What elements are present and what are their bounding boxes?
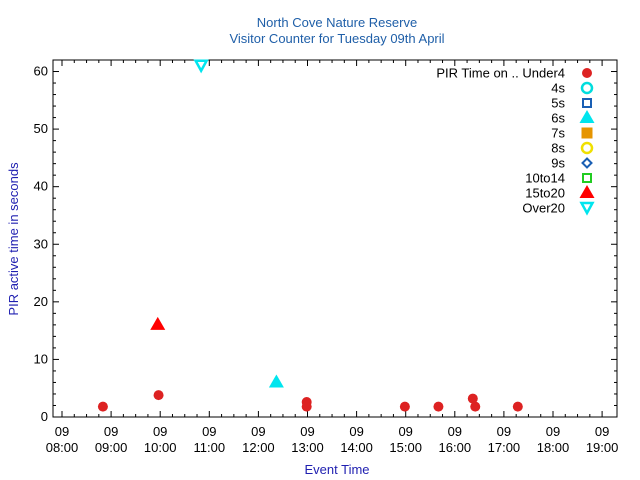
- chart-title: North Cove Nature Reserve: [257, 15, 417, 30]
- y-axis: 0 10 20 30 40 50 60: [34, 59, 617, 424]
- legend-marker-under4: [582, 68, 592, 78]
- legend-marker-8s: [580, 141, 594, 155]
- x-tick-day: 09: [55, 424, 69, 439]
- data-point-15to20: [150, 316, 166, 330]
- y-axis-label: PIR active time in seconds: [6, 162, 21, 316]
- x-tick-day: 09: [300, 424, 314, 439]
- data-points: [97, 59, 523, 412]
- x-tick-time: 12:00: [242, 440, 275, 455]
- legend-marker-10to14: [582, 173, 592, 183]
- legend-marker-15to20: [579, 185, 595, 198]
- y-tick-label: 20: [34, 294, 48, 309]
- legend-label: 7s: [551, 126, 565, 141]
- data-point-under4: [512, 401, 523, 412]
- legend-label: Over20: [522, 201, 565, 216]
- x-tick-time: 11:00: [194, 440, 226, 455]
- x-tick-time: 15:00: [389, 440, 422, 455]
- y-tick-label: 30: [34, 236, 48, 251]
- y-tick-label: 0: [41, 409, 48, 424]
- x-tick-time: 19:00: [586, 440, 619, 455]
- data-point-under4: [301, 401, 312, 412]
- legend-label: 9s: [551, 156, 565, 171]
- data-point-over20: [193, 59, 209, 74]
- x-tick-day: 09: [104, 424, 118, 439]
- x-tick-day: 09: [398, 424, 412, 439]
- plot-frame: [52, 59, 618, 418]
- data-point-under4: [153, 390, 164, 401]
- legend-series-name: Under4: [522, 66, 565, 81]
- x-tick-time: 09:00: [95, 440, 128, 455]
- x-tick-time: 13:00: [291, 440, 324, 455]
- data-point-under4: [467, 393, 478, 404]
- data-point-under4: [470, 401, 481, 412]
- x-tick-time: 14:00: [340, 440, 373, 455]
- legend-marker-over20: [579, 201, 595, 216]
- x-tick-day: 09: [546, 424, 560, 439]
- legend-title: PIR Time on ..: [436, 66, 522, 81]
- legend-label: 15to20: [525, 186, 565, 201]
- legend-label: 4s: [551, 81, 565, 96]
- legend-label: 5s: [551, 96, 565, 111]
- x-tick-day: 09: [251, 424, 265, 439]
- legend-marker-6s: [579, 110, 595, 123]
- chart-subtitle: Visitor Counter for Tuesday 09th April: [229, 31, 444, 46]
- y-tick-label: 10: [34, 351, 48, 366]
- x-axis: 0908:000909:000910:000911:000912:000913:…: [46, 60, 619, 455]
- x-axis-label: Event Time: [304, 462, 369, 477]
- x-tick-day: 09: [595, 424, 609, 439]
- x-tick-time: 18:00: [537, 440, 570, 455]
- x-tick-day: 09: [448, 424, 462, 439]
- y-tick-label: 60: [34, 64, 48, 79]
- x-tick-time: 08:00: [46, 440, 79, 455]
- x-tick-time: 10:00: [144, 440, 177, 455]
- legend-label: 10to14: [525, 171, 565, 186]
- x-tick-day: 09: [497, 424, 511, 439]
- data-point-under4: [433, 401, 444, 412]
- legend-marker-7s: [581, 127, 593, 139]
- data-point-6s: [268, 374, 284, 388]
- x-tick-time: 16:00: [439, 440, 472, 455]
- x-tick-day: 09: [349, 424, 363, 439]
- x-tick-time: 17:00: [488, 440, 521, 455]
- x-tick-day: 09: [202, 424, 216, 439]
- data-point-under4: [399, 401, 410, 412]
- legend-label: PIR Time on .. Under4: [436, 66, 565, 81]
- y-tick-label: 50: [34, 121, 48, 136]
- y-tick-label: 40: [34, 179, 48, 194]
- legend-label: 6s: [551, 111, 565, 126]
- legend-label: 8s: [551, 141, 565, 156]
- legend-marker-5s: [582, 98, 592, 108]
- data-point-under4: [97, 401, 108, 412]
- legend: PIR Time on .. Under44s5s6s7s8s9s10to141…: [436, 66, 595, 216]
- x-tick-day: 09: [153, 424, 167, 439]
- legend-marker-4s: [580, 81, 594, 95]
- legend-marker-9s: [581, 157, 593, 169]
